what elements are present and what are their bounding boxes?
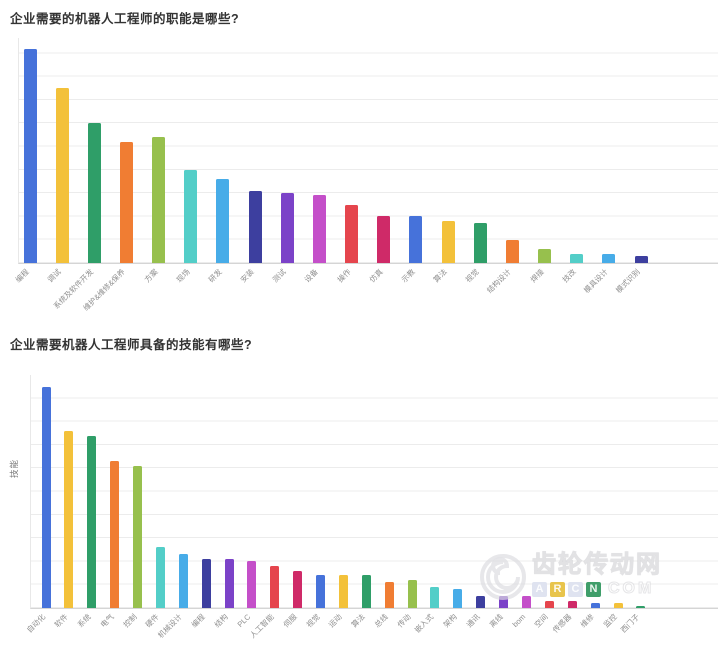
- x-tick-label-西门子: 西门子: [619, 612, 642, 635]
- bar-空间: [544, 601, 554, 608]
- x-tick-label-软件: 软件: [52, 612, 70, 630]
- bar-测试: [280, 193, 294, 263]
- bar-模具设计: [602, 253, 616, 263]
- x-tick-label-电气: 电气: [98, 612, 116, 630]
- x-tick-label-技改: 技改: [560, 267, 578, 285]
- x-tick-label-视觉: 视觉: [304, 612, 322, 630]
- bar-bom: [521, 596, 531, 608]
- x-tick-label-运动: 运动: [327, 612, 345, 630]
- functions-bar-chart: 编程 调试 系统及软件开发 维护&维修&保养 方案 现场 研发 安装 测试 设备 操作 仿真 示教 算法视…: [14, 38, 718, 313]
- chart2-y-axis-label: 技能: [9, 458, 19, 478]
- x-tick-label-维修: 维修: [578, 612, 596, 630]
- x-tick-label-通讯: 通讯: [464, 612, 482, 630]
- x-tick-label-系统: 系统: [75, 612, 93, 630]
- bar-算法: [441, 221, 455, 263]
- bar-安装: [248, 190, 262, 263]
- bar-调试: [55, 88, 69, 263]
- bar-现场: [184, 169, 198, 263]
- bar-结构设计: [505, 239, 519, 263]
- x-tick-label-安装: 安装: [238, 267, 256, 285]
- x-tick-label-编程: 编程: [189, 612, 207, 630]
- x-tick-label-监控: 监控: [601, 612, 619, 630]
- bar-通讯: [476, 596, 486, 608]
- bar-示教: [409, 216, 423, 263]
- bar-系统: [87, 435, 97, 608]
- x-tick-label-人工智能: 人工智能: [247, 612, 276, 640]
- bar-维修: [590, 603, 600, 608]
- x-tick-label-测试: 测试: [270, 267, 288, 285]
- bar-架构: [453, 589, 463, 608]
- x-tick-label-控制: 控制: [121, 612, 139, 630]
- bar-控制: [133, 465, 143, 608]
- x-tick-label-模具设计: 模具设计: [581, 267, 610, 295]
- chart1-title: 企业需要的机器人工程师的职能是哪些?: [10, 12, 240, 26]
- bar-视觉: [473, 223, 487, 263]
- x-tick-label-模式识别: 模式识别: [614, 267, 642, 295]
- bar-自动化: [41, 386, 51, 608]
- bar-操作: [345, 204, 359, 263]
- bar-结构: [224, 559, 234, 608]
- x-tick-label-机械设计: 机械设计: [156, 612, 184, 640]
- x-tick-label-伺服: 伺服: [281, 612, 299, 630]
- bar-嵌入式: [430, 587, 440, 608]
- x-tick-label-空间: 空间: [533, 612, 551, 630]
- bar-方案: [152, 137, 166, 263]
- x-tick-label-调试: 调试: [45, 267, 63, 285]
- x-tick-label-算法: 算法: [431, 267, 449, 285]
- bar-算法: [361, 575, 371, 608]
- bar-编程: [201, 559, 211, 608]
- bar-仿真: [377, 216, 391, 263]
- bar-人工智能: [270, 566, 280, 608]
- bar-系统及软件开发: [87, 123, 101, 263]
- x-tick-label-算法: 算法: [349, 612, 367, 630]
- bar-视觉: [316, 575, 326, 608]
- x-tick-label-操作: 操作: [335, 267, 353, 285]
- bar-焊接: [538, 249, 552, 263]
- chart2-title: 企业需要机器人工程师具备的技能有哪些?: [10, 338, 253, 352]
- x-tick-label-示教: 示教: [399, 267, 417, 285]
- x-tick-label-视觉: 视觉: [463, 267, 481, 285]
- bar-电气: [110, 461, 120, 608]
- x-tick-label-PLC: PLC: [235, 612, 253, 629]
- x-tick-label-现场: 现场: [174, 267, 192, 285]
- bar-维护&维修&保养: [119, 141, 133, 263]
- x-tick-label-硬件: 硬件: [144, 612, 162, 630]
- x-tick-label-结构设计: 结构设计: [485, 267, 514, 295]
- bar-硬件: [155, 547, 165, 608]
- x-tick-label-编程: 编程: [13, 267, 31, 285]
- bar-传感器: [567, 601, 577, 608]
- x-tick-label-bom: bom: [510, 612, 528, 629]
- x-tick-label-传动: 传动: [395, 612, 413, 630]
- skills-bar-chart: 自动化 软件 系统 电气 控制 硬件 机械设计 编程 结构 PLC 人工智能 伺服 视觉 运动 算法 总线 传动…: [24, 375, 718, 640]
- x-tick-label-架构: 架构: [441, 612, 459, 630]
- bar-监控: [613, 603, 623, 608]
- bar-软件: [64, 430, 74, 608]
- x-tick-label-方案: 方案: [142, 267, 160, 285]
- bar-设备: [312, 195, 326, 263]
- bar-离线: [499, 596, 509, 608]
- bar-模式识别: [634, 256, 648, 263]
- bar-研发: [216, 179, 230, 263]
- x-tick-label-嵌入式: 嵌入式: [413, 612, 436, 635]
- x-tick-label-总线: 总线: [372, 612, 390, 630]
- bar-传动: [407, 580, 417, 608]
- x-tick-label-离线: 离线: [487, 612, 505, 630]
- x-tick-label-设备: 设备: [303, 267, 321, 285]
- bar-机械设计: [178, 554, 188, 608]
- x-tick-label-自动化: 自动化: [24, 612, 47, 635]
- x-tick-label-研发: 研发: [206, 267, 224, 285]
- x-tick-label-传感器: 传感器: [550, 612, 573, 635]
- x-tick-label-结构: 结构: [212, 612, 230, 630]
- bar-PLC: [247, 561, 257, 608]
- bar-技改: [570, 253, 584, 263]
- bar-总线: [384, 582, 394, 608]
- bar-运动: [338, 575, 348, 608]
- x-tick-label-焊接: 焊接: [528, 267, 546, 285]
- bar-伺服: [293, 570, 303, 608]
- x-tick-label-仿真: 仿真: [367, 267, 385, 285]
- bar-西门子: [636, 605, 646, 608]
- bar-编程: [23, 48, 37, 263]
